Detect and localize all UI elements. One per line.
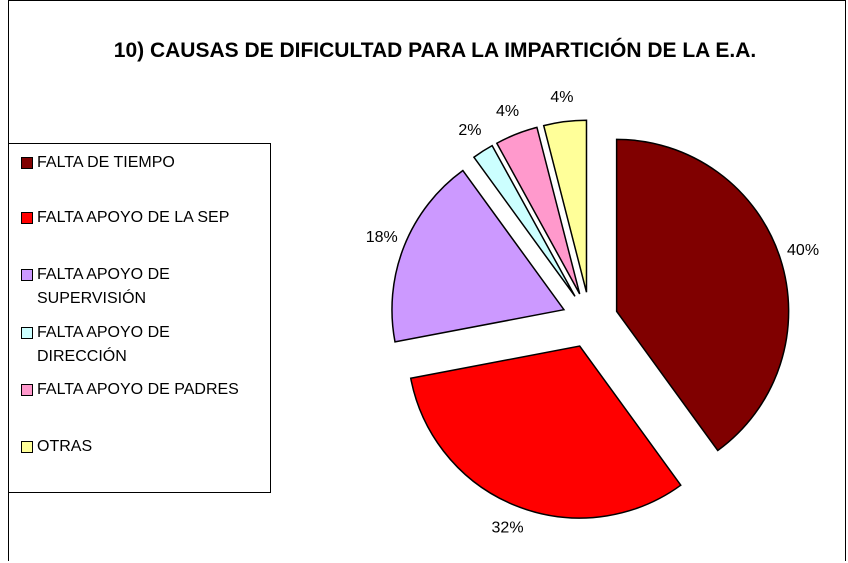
legend-label: FALTA APOYO DE LA SEP bbox=[37, 209, 230, 227]
pie-slice bbox=[391, 169, 566, 343]
data-label: 4% bbox=[550, 89, 573, 106]
legend-label: FALTA APOYO DE PADRES bbox=[37, 380, 239, 398]
pie-slice bbox=[615, 138, 790, 452]
legend-item: FALTA DE TIEMPO bbox=[21, 151, 261, 206]
legend-item: FALTA APOYO DE DIRECCIÓN bbox=[21, 321, 261, 378]
data-label: 40% bbox=[787, 242, 819, 259]
chart-title: 10) CAUSAS DE DIFICULTAD PARA LA IMPARTI… bbox=[113, 39, 757, 62]
legend-item: OTRAS bbox=[21, 435, 261, 492]
legend-swatch bbox=[21, 212, 33, 225]
legend-swatch bbox=[21, 269, 33, 282]
data-label: 4% bbox=[496, 103, 519, 120]
legend-item: FALTA APOYO DE SUPERVISIÓN bbox=[21, 263, 261, 320]
legend-label: FALTA APOYO DE DIRECCIÓN bbox=[37, 323, 170, 365]
legend-swatch bbox=[21, 157, 33, 169]
legend-item: FALTA APOYO DE PADRES bbox=[21, 378, 261, 435]
data-label: 32% bbox=[492, 519, 524, 536]
legend-label: FALTA APOYO DE SUPERVISIÓN bbox=[37, 266, 170, 308]
pie-slice bbox=[542, 119, 588, 293]
legend-swatch bbox=[21, 383, 33, 396]
legend-label: FALTA DE TIEMPO bbox=[37, 154, 175, 171]
legend-item: FALTA APOYO DE LA SEP bbox=[21, 206, 261, 263]
legend-swatch bbox=[21, 326, 33, 339]
legend: FALTA DE TIEMPO FALTA APOYO DE LA SEP FALT… bbox=[8, 143, 271, 493]
legend-swatch bbox=[21, 440, 33, 453]
legend-label: OTRAS bbox=[37, 437, 93, 455]
data-label: 18% bbox=[366, 229, 398, 246]
data-label: 2% bbox=[458, 122, 481, 139]
pie-slice bbox=[472, 144, 576, 297]
pie-slice bbox=[409, 345, 682, 519]
pie-slice bbox=[495, 126, 581, 295]
